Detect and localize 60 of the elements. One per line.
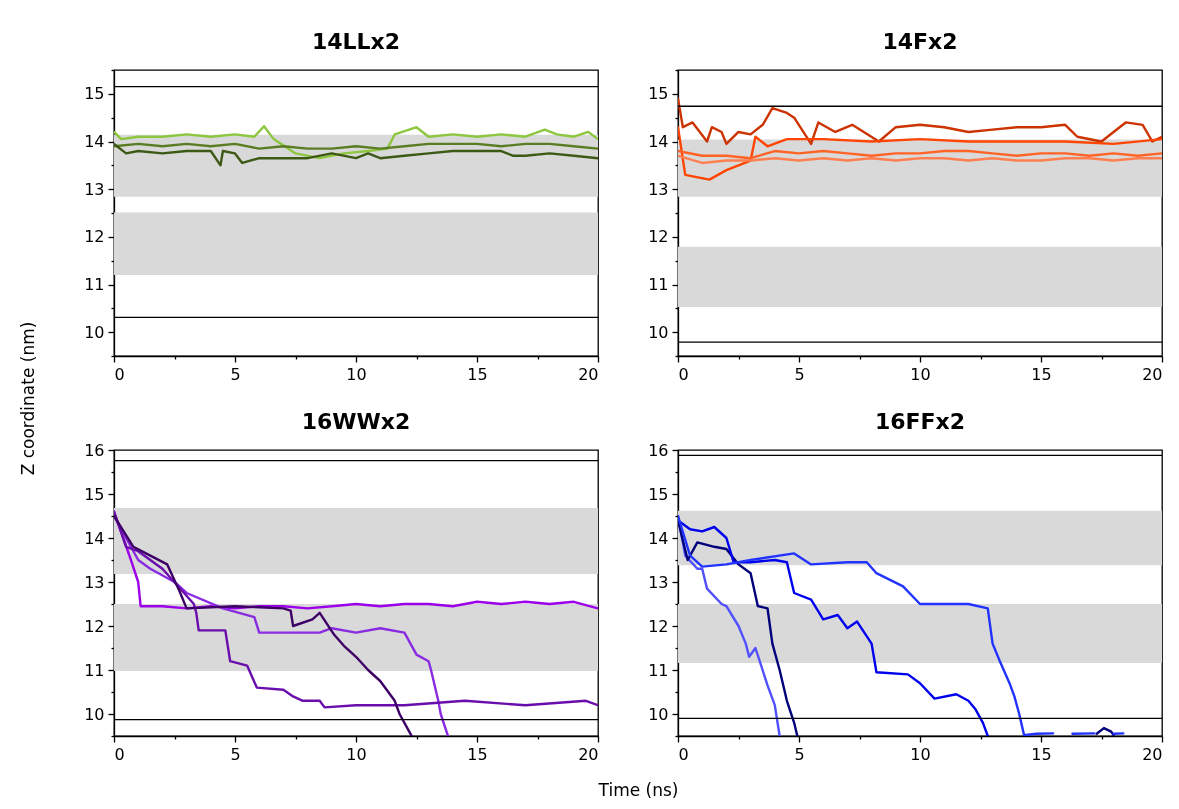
y-tick-label: 16 xyxy=(84,440,105,460)
y-tick-label: 15 xyxy=(648,84,669,104)
chart-title: 16FFx2 xyxy=(874,409,966,434)
line-series xyxy=(678,519,989,736)
x-tick-label: 15 xyxy=(1031,364,1052,384)
line-series xyxy=(678,149,1162,160)
y-tick-label: 11 xyxy=(84,660,105,680)
y-tick-label: 10 xyxy=(648,322,669,342)
x-tick-label: 5 xyxy=(230,364,241,384)
line-series xyxy=(114,125,598,160)
y-tick-label: 11 xyxy=(648,275,669,294)
line-series xyxy=(678,126,1162,181)
y-tick-label: 12 xyxy=(84,227,105,247)
line-series xyxy=(678,154,1162,165)
x-tick-label: 20 xyxy=(1142,364,1163,384)
line-series xyxy=(114,510,598,709)
x-tick-label: 15 xyxy=(1031,744,1052,764)
x-tick-label: 5 xyxy=(230,744,241,764)
chart-title: 14Fx2 xyxy=(882,29,958,54)
y-tick-label: 13 xyxy=(84,572,105,592)
x-tick-label: 20 xyxy=(578,744,599,764)
y-tick-label: 14 xyxy=(648,132,669,151)
chart-title: 16WWx2 xyxy=(301,409,411,434)
x-tick-label: 20 xyxy=(578,364,599,384)
x-tick-label: 15 xyxy=(467,744,488,764)
x-tick-label: 0 xyxy=(678,744,689,764)
y-tick-label: 12 xyxy=(648,227,669,247)
x-tick-label: 10 xyxy=(346,364,367,384)
y-tick-label: 15 xyxy=(648,484,669,504)
y-tick-label: 14 xyxy=(648,528,669,548)
x-tick-label: 10 xyxy=(910,364,931,384)
x-tick-label: 5 xyxy=(794,364,805,384)
chart-title: 14LLx2 xyxy=(311,29,401,54)
y-tick-label: 13 xyxy=(84,179,105,199)
y-tick-label: 16 xyxy=(648,440,669,460)
x-tick-label: 20 xyxy=(1142,744,1163,764)
x-tick-label: 0 xyxy=(114,364,125,384)
x-tick-label: 15 xyxy=(467,364,488,384)
x-axis-title: Time (ns) xyxy=(597,779,679,800)
y-tick-label: 13 xyxy=(648,572,669,592)
y-tick-label: 10 xyxy=(84,704,105,724)
x-tick-label: 0 xyxy=(678,364,689,384)
y-tick-label: 12 xyxy=(648,616,669,636)
y-tick-label: 10 xyxy=(84,322,105,342)
x-tick-label: 5 xyxy=(794,744,805,764)
y-tick-label: 14 xyxy=(84,132,105,151)
line-series xyxy=(678,97,1162,146)
line-series xyxy=(114,142,598,167)
y-tick-label: 14 xyxy=(84,528,105,548)
y-tick-label: 11 xyxy=(648,660,669,680)
x-tick-label: 10 xyxy=(346,744,367,764)
y-tick-label: 11 xyxy=(84,275,105,294)
x-tick-label: 10 xyxy=(910,744,931,764)
y-tick-label: 13 xyxy=(648,179,669,199)
y-tick-label: 15 xyxy=(84,84,105,104)
y-axis-title: Z coordinate (nm) xyxy=(17,321,38,476)
y-tick-label: 10 xyxy=(648,704,669,724)
x-tick-label: 0 xyxy=(114,744,125,764)
y-tick-label: 15 xyxy=(84,484,105,504)
y-tick-label: 12 xyxy=(84,616,105,636)
